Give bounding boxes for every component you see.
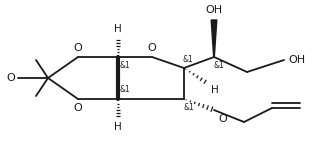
Text: H: H bbox=[114, 24, 122, 34]
Text: &1: &1 bbox=[182, 54, 193, 63]
Text: OH: OH bbox=[205, 5, 223, 15]
Text: O: O bbox=[74, 103, 82, 113]
Polygon shape bbox=[211, 20, 217, 57]
Text: H: H bbox=[211, 85, 219, 95]
Text: &1: &1 bbox=[214, 60, 224, 70]
Text: &1: &1 bbox=[120, 86, 130, 95]
Text: H: H bbox=[114, 122, 122, 132]
Text: O: O bbox=[74, 43, 82, 53]
Text: &1: &1 bbox=[120, 62, 130, 70]
Text: O: O bbox=[148, 43, 156, 53]
Text: OH: OH bbox=[288, 55, 305, 65]
Text: &1: &1 bbox=[183, 103, 194, 113]
Text: O: O bbox=[6, 73, 15, 83]
Text: O: O bbox=[218, 114, 227, 124]
